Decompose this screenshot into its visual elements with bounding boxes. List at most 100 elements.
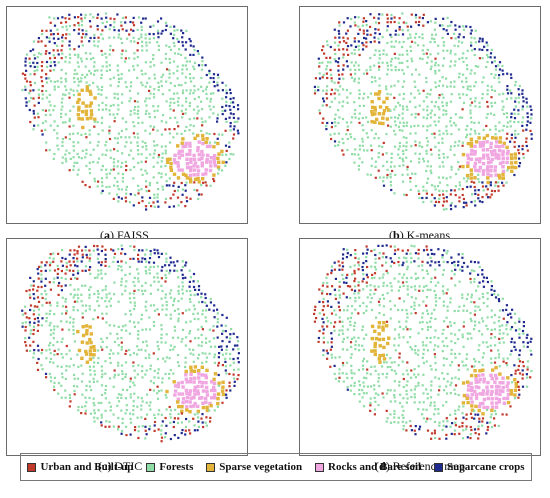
- map-pixel-forest: [117, 104, 120, 107]
- map-pixel-sparse: [494, 136, 498, 140]
- map-pixel-forest: [461, 412, 464, 415]
- map-pixel-forest: [185, 181, 188, 184]
- map-pixel-forest: [442, 304, 445, 307]
- map-pixel-forest: [137, 272, 140, 275]
- map-pixel-sparse: [513, 393, 517, 397]
- map-pixel-rocks: [494, 405, 499, 409]
- map-pixel-forest: [197, 96, 200, 99]
- map-pixel-urban: [45, 73, 48, 76]
- map-pixel-forest: [193, 68, 196, 71]
- map-pixel-forest: [449, 85, 452, 88]
- map-pixel-cane: [32, 109, 35, 113]
- map-pixel-urban: [133, 100, 137, 103]
- map-pixel-forest: [113, 92, 116, 95]
- map-pixel-rocks: [501, 149, 505, 154]
- map-pixel-urban: [129, 257, 132, 260]
- map-pixel-urban: [150, 205, 153, 208]
- map-pixel-cane: [513, 341, 516, 344]
- map-pixel-rocks: [208, 160, 213, 164]
- map-pixel-forest: [393, 245, 396, 248]
- map-pixel-forest: [397, 344, 400, 347]
- map-pixel-forest: [406, 293, 409, 296]
- map-pixel-cane: [466, 436, 469, 439]
- map-pixel-forest: [446, 250, 449, 253]
- map-pixel-forest: [397, 308, 400, 312]
- map-pixel-forest: [53, 129, 56, 132]
- map-pixel-forest: [208, 141, 211, 144]
- map-pixel-forest: [417, 276, 420, 280]
- map-pixel-forest: [453, 309, 456, 313]
- map-pixel-forest: [28, 92, 31, 95]
- map-pixel-forest: [402, 300, 406, 303]
- map-pixel-cane: [318, 300, 321, 303]
- map-pixel-forest: [177, 84, 180, 87]
- map-pixel-cane: [185, 261, 188, 264]
- map-pixel-forest: [349, 68, 352, 71]
- map-pixel-urban: [358, 121, 361, 124]
- map-pixel-forest: [441, 273, 444, 276]
- map-pixel-forest: [156, 181, 159, 184]
- map-pixel-sparse: [370, 349, 374, 353]
- map-pixel-urban: [365, 281, 368, 284]
- map-pixel-forest: [148, 37, 151, 40]
- map-pixel-forest: [105, 321, 108, 324]
- map-pixel-forest: [397, 33, 400, 36]
- map-pixel-urban: [341, 149, 344, 152]
- map-pixel-forest: [385, 133, 388, 136]
- map-pixel-forest: [137, 109, 140, 112]
- map-pixel-forest: [449, 392, 452, 395]
- map-pixel-urban: [93, 244, 96, 248]
- map-pixel-forest: [134, 105, 137, 109]
- map-pixel-cane: [153, 424, 156, 427]
- map-pixel-cane: [389, 257, 392, 260]
- map-pixel-forest: [485, 324, 488, 327]
- map-pixel-forest: [108, 125, 111, 128]
- map-pixel-rocks: [200, 156, 204, 161]
- map-pixel-cane: [36, 268, 39, 271]
- map-pixel-urban: [180, 181, 183, 185]
- map-pixel-urban: [418, 16, 421, 19]
- map-pixel-forest: [124, 285, 127, 288]
- map-pixel-cane: [233, 344, 237, 347]
- map-pixel-cane: [33, 297, 36, 300]
- map-pixel-forest: [140, 33, 143, 36]
- map-pixel-forest: [414, 68, 417, 71]
- map-pixel-rocks: [192, 396, 196, 400]
- map-pixel-forest: [417, 124, 420, 127]
- map-pixel-rocks: [197, 140, 201, 144]
- map-pixel-forest: [116, 69, 119, 72]
- map-pixel-urban: [514, 372, 517, 375]
- map-pixel-forest: [353, 321, 357, 324]
- map-pixel-cane: [76, 265, 79, 268]
- map-pixel-forest: [174, 116, 177, 119]
- map-pixel-urban: [104, 264, 107, 267]
- map-pixel-forest: [168, 377, 171, 380]
- map-pixel-urban: [36, 329, 39, 332]
- map-pixel-urban: [366, 72, 369, 75]
- map-pixel-sparse: [375, 117, 379, 122]
- map-pixel-forest: [509, 120, 512, 123]
- map-pixel-forest: [145, 369, 148, 372]
- map-pixel-forest: [229, 357, 232, 360]
- map-pixel-rocks: [493, 165, 498, 169]
- map-pixel-cane: [417, 24, 420, 27]
- map-pixel-urban: [370, 149, 373, 152]
- map-pixel-forest: [358, 157, 361, 160]
- map-pixel-urban: [430, 437, 433, 440]
- map-pixel-forest: [137, 321, 140, 324]
- map-pixel-rocks: [209, 156, 213, 160]
- map-pixel-urban: [24, 341, 27, 344]
- map-pixel-forest: [442, 420, 445, 423]
- map-pixel-forest: [193, 424, 196, 427]
- map-pixel-urban: [410, 369, 413, 372]
- map-pixel-forest: [454, 60, 457, 63]
- map-pixel-cane: [168, 184, 171, 187]
- map-pixel-cane: [461, 269, 464, 272]
- map-pixel-forest: [358, 304, 362, 307]
- map-pixel-urban: [166, 68, 169, 71]
- map-pixel-urban: [144, 417, 147, 420]
- map-pixel-forest: [181, 288, 184, 291]
- map-pixel-urban: [481, 420, 484, 423]
- map-pixel-forest: [442, 328, 445, 331]
- map-pixel-forest: [414, 132, 417, 135]
